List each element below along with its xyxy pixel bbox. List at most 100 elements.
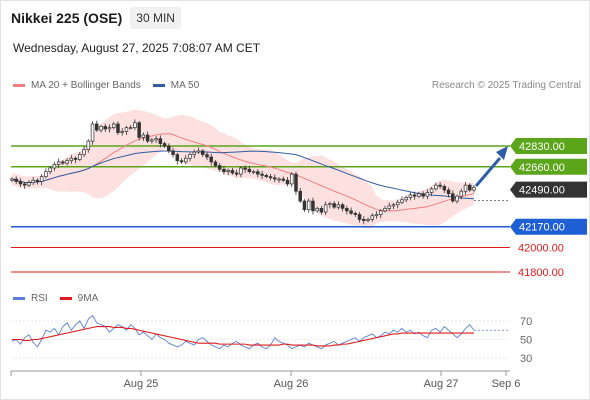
candle-body bbox=[260, 173, 264, 176]
candle-body bbox=[133, 122, 137, 129]
candle-body bbox=[239, 167, 243, 175]
candle-body bbox=[217, 165, 222, 170]
candle-body bbox=[353, 212, 358, 215]
bollinger-bands bbox=[12, 109, 474, 229]
price-legend: MA 20 + Bollinger Bands MA 50 bbox=[13, 80, 211, 91]
candle-body bbox=[387, 205, 391, 209]
candle-body bbox=[417, 193, 421, 197]
rsi-line bbox=[11, 314, 475, 350]
bollinger-band-area bbox=[12, 109, 474, 229]
level-tag-current bbox=[510, 181, 587, 198]
candle-body bbox=[31, 179, 35, 184]
level-label-resistance: 42830.00 bbox=[519, 141, 565, 153]
candle-body bbox=[306, 200, 311, 210]
candle-body bbox=[69, 157, 74, 162]
moving-averages bbox=[11, 133, 475, 212]
legend-ma20-label: MA 20 + Bollinger Bands bbox=[31, 80, 141, 91]
level-label-target: 41800.00 bbox=[518, 267, 564, 279]
candle-body bbox=[107, 127, 112, 130]
level-tag-resistance bbox=[510, 158, 587, 175]
candle-body bbox=[213, 161, 218, 166]
level-label-target: 42000.00 bbox=[518, 243, 564, 255]
level-label-support: 42170.00 bbox=[519, 222, 565, 234]
candle-body bbox=[137, 122, 141, 138]
candle-body bbox=[192, 151, 197, 155]
arrow-head bbox=[496, 146, 508, 160]
candle-body bbox=[141, 134, 146, 138]
candle-body bbox=[273, 177, 277, 180]
candle-body bbox=[459, 190, 464, 197]
candle-body bbox=[340, 204, 345, 209]
legend-ma20: MA 20 + Bollinger Bands bbox=[13, 80, 141, 91]
candle-body bbox=[294, 173, 298, 192]
candle-body bbox=[35, 179, 40, 182]
candle-body bbox=[52, 163, 57, 169]
candle-body bbox=[179, 160, 184, 163]
candle-body bbox=[438, 184, 442, 187]
candle-body bbox=[421, 193, 425, 197]
candle-body bbox=[209, 156, 213, 163]
x-tick-label: Aug 26 bbox=[274, 378, 309, 390]
candle-body bbox=[463, 184, 468, 192]
candle-body bbox=[188, 154, 192, 159]
instrument-title: Nikkei 225 (OSE) bbox=[11, 10, 123, 26]
candle-body bbox=[184, 157, 188, 163]
chart-header: Nikkei 225 (OSE) 30 MIN bbox=[11, 6, 181, 30]
legend-9ma: 9MA bbox=[59, 293, 98, 304]
x-tick-label: Sep 6 bbox=[492, 378, 521, 390]
candle-body bbox=[408, 194, 413, 198]
candle-body bbox=[171, 150, 175, 155]
candle-body bbox=[289, 173, 294, 185]
rsi-tick-label: 50 bbox=[520, 335, 532, 347]
candle-body bbox=[116, 123, 120, 133]
candle-body bbox=[73, 157, 78, 160]
candle-body bbox=[158, 138, 163, 144]
candle-body bbox=[391, 204, 396, 207]
arrow-shaft bbox=[474, 157, 502, 187]
candle-body bbox=[22, 183, 27, 186]
candle-body bbox=[379, 210, 383, 215]
level-tags: 42830.00 42660.00 42490.00 42170.00 42000.00… bbox=[510, 138, 587, 279]
x-tick-label: Aug 27 bbox=[424, 378, 459, 390]
candle-body bbox=[120, 130, 124, 133]
candle-body bbox=[200, 150, 205, 155]
legend-ma50: MA 50 bbox=[152, 80, 199, 91]
candle-body bbox=[162, 143, 167, 147]
level-label-current: 42490.00 bbox=[519, 185, 565, 197]
candle-body bbox=[175, 154, 180, 162]
candle-body bbox=[395, 201, 400, 206]
candle-body bbox=[311, 200, 315, 212]
candle-body bbox=[256, 171, 260, 175]
candle-body bbox=[99, 126, 103, 131]
candle-body bbox=[451, 193, 455, 202]
candle-body bbox=[124, 127, 129, 132]
candle-body bbox=[285, 179, 290, 185]
candle-body bbox=[128, 127, 133, 130]
candle-body bbox=[247, 168, 252, 173]
candle-body bbox=[82, 149, 86, 155]
candle-body bbox=[429, 188, 434, 193]
candle-body bbox=[336, 204, 341, 208]
timeframe-badge[interactable]: 30 MIN bbox=[130, 7, 181, 29]
price-levels bbox=[11, 145, 510, 273]
candle-body bbox=[111, 123, 116, 129]
candle-body bbox=[370, 215, 375, 220]
forecast-arrow-icon bbox=[474, 146, 508, 187]
candle-body bbox=[56, 161, 61, 165]
candle-body bbox=[154, 138, 158, 141]
candle-body bbox=[446, 189, 451, 195]
ma9-swatch-icon bbox=[59, 297, 72, 300]
candle-body bbox=[366, 219, 370, 221]
legend-rsi-label: RSI bbox=[31, 293, 48, 304]
ma50-swatch-icon bbox=[152, 84, 165, 87]
candle-body bbox=[243, 167, 247, 170]
candle-body bbox=[48, 167, 52, 173]
candle-body bbox=[196, 150, 201, 153]
candle-body bbox=[226, 170, 230, 173]
candle-body bbox=[90, 123, 95, 142]
candle-body bbox=[268, 176, 273, 179]
candle-body bbox=[400, 199, 404, 203]
candle-body bbox=[412, 194, 417, 197]
ma50-line bbox=[11, 150, 475, 200]
